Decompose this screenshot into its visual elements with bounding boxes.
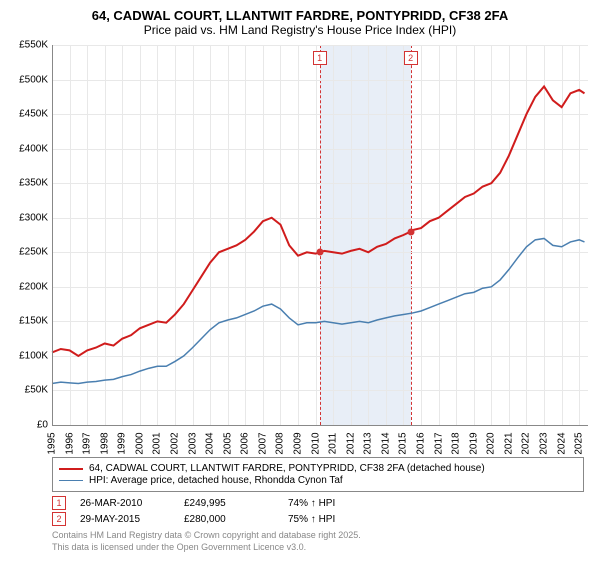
x-tick-label: 1997: [82, 432, 93, 454]
footer-line1: Contains HM Land Registry data © Crown c…: [52, 530, 584, 542]
axis-bottom: [52, 425, 588, 426]
legend: 64, CADWAL COURT, LLANTWIT FARDRE, PONTY…: [52, 457, 584, 492]
series-property: [52, 86, 584, 355]
x-tick-label: 2016: [416, 432, 427, 454]
x-tick-label: 1999: [117, 432, 128, 454]
x-tick-label: 2008: [275, 432, 286, 454]
x-tick-label: 2021: [503, 432, 514, 454]
sales-row-date: 29-MAY-2015: [80, 514, 170, 525]
y-tick-label: £250K: [8, 247, 48, 258]
legend-item: HPI: Average price, detached house, Rhon…: [59, 475, 577, 486]
x-tick-label: 2025: [574, 432, 585, 454]
x-tick-label: 2019: [468, 432, 479, 454]
sales-row-marker: 2: [52, 512, 66, 526]
chart-area: £0 £50K £100K £150K £200K £250K £300K £350K £400…: [8, 41, 592, 451]
legend-item: 64, CADWAL COURT, LLANTWIT FARDRE, PONTY…: [59, 463, 577, 474]
y-tick-label: £100K: [8, 350, 48, 361]
y-tick-label: £500K: [8, 74, 48, 85]
legend-swatch: [59, 480, 83, 482]
legend-label: 64, CADWAL COURT, LLANTWIT FARDRE, PONTY…: [89, 463, 485, 474]
x-tick-label: 1996: [64, 432, 75, 454]
x-tick-label: 2018: [451, 432, 462, 454]
x-tick-label: 2022: [521, 432, 532, 454]
x-tick-label: 1995: [47, 432, 58, 454]
footer-line2: This data is licensed under the Open Gov…: [52, 542, 584, 554]
x-tick-label: 2009: [293, 432, 304, 454]
sales-row: 1 26-MAR-2010 £249,995 74% ↑ HPI: [52, 496, 584, 510]
series-hpi: [52, 238, 584, 383]
x-tick-label: 2020: [486, 432, 497, 454]
sale-marker-1: 1: [313, 51, 327, 65]
x-tick-label: 2015: [398, 432, 409, 454]
x-tick-label: 2002: [170, 432, 181, 454]
sale-marker-2: 2: [404, 51, 418, 65]
x-tick-label: 2010: [310, 432, 321, 454]
sales-table: 1 26-MAR-2010 £249,995 74% ↑ HPI 2 29-MAY-201…: [52, 496, 584, 526]
x-tick-label: 2023: [539, 432, 550, 454]
x-tick-label: 2013: [363, 432, 374, 454]
title-subtitle: Price paid vs. HM Land Registry's House …: [8, 23, 592, 37]
y-tick-label: £350K: [8, 178, 48, 189]
x-tick-label: 2024: [556, 432, 567, 454]
chart-lines: [52, 45, 588, 425]
y-tick-label: £550K: [8, 40, 48, 51]
y-tick-label: £450K: [8, 109, 48, 120]
sale-point-1: [316, 249, 323, 256]
x-tick-label: 1998: [99, 432, 110, 454]
y-tick-label: £200K: [8, 281, 48, 292]
y-tick-label: £300K: [8, 212, 48, 223]
sale-point-2: [407, 228, 414, 235]
x-tick-label: 2005: [222, 432, 233, 454]
sales-row: 2 29-MAY-2015 £280,000 75% ↑ HPI: [52, 512, 584, 526]
x-tick-label: 2000: [134, 432, 145, 454]
sales-row-delta: 75% ↑ HPI: [288, 514, 378, 525]
sales-row-marker: 1: [52, 496, 66, 510]
x-tick-label: 2001: [152, 432, 163, 454]
x-tick-label: 2004: [205, 432, 216, 454]
title-block: 64, CADWAL COURT, LLANTWIT FARDRE, PONTY…: [8, 8, 592, 37]
y-tick-label: £400K: [8, 143, 48, 154]
x-tick-label: 2012: [345, 432, 356, 454]
y-tick-label: £50K: [8, 385, 48, 396]
x-tick-label: 2017: [433, 432, 444, 454]
x-tick-label: 2014: [380, 432, 391, 454]
sales-row-date: 26-MAR-2010: [80, 498, 170, 509]
x-tick-label: 2007: [257, 432, 268, 454]
sales-row-price: £249,995: [184, 498, 274, 509]
legend-label: HPI: Average price, detached house, Rhon…: [89, 475, 343, 486]
sales-row-price: £280,000: [184, 514, 274, 525]
title-address: 64, CADWAL COURT, LLANTWIT FARDRE, PONTY…: [8, 8, 592, 23]
x-tick-label: 2011: [328, 433, 339, 455]
y-tick-label: £150K: [8, 316, 48, 327]
axis-left: [52, 45, 53, 425]
legend-swatch: [59, 468, 83, 470]
y-tick-label: £0: [8, 420, 48, 431]
footer: Contains HM Land Registry data © Crown c…: [52, 530, 584, 553]
sales-row-delta: 74% ↑ HPI: [288, 498, 378, 509]
chart-container: 64, CADWAL COURT, LLANTWIT FARDRE, PONTY…: [0, 0, 600, 561]
x-tick-label: 2006: [240, 432, 251, 454]
x-tick-label: 2003: [187, 432, 198, 454]
